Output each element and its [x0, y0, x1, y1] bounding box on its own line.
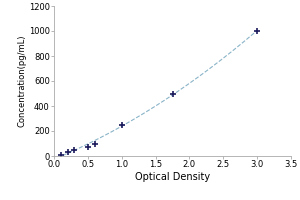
Y-axis label: Concentration(pg/mL): Concentration(pg/mL): [17, 35, 26, 127]
X-axis label: Optical Density: Optical Density: [135, 172, 210, 182]
